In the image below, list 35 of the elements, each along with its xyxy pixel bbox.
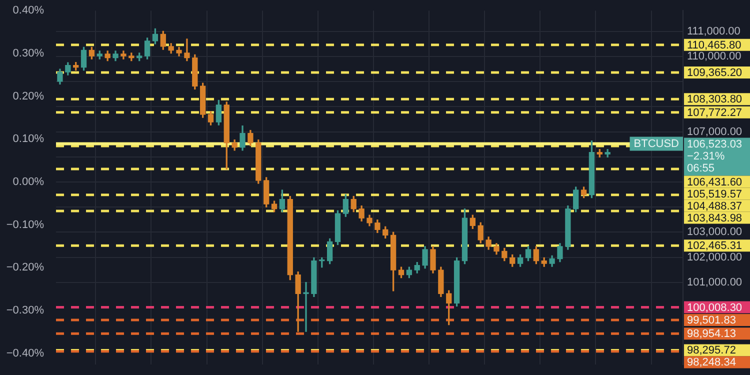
y2-tick-label: 0.30%	[12, 47, 44, 60]
ref-line-label: 98,248.34	[687, 356, 736, 369]
ref-line-label: 106,431.60	[687, 176, 742, 188]
y2-tick-label: 0.20%	[12, 90, 44, 102]
y-tick-label: 110,000.00	[687, 50, 742, 63]
ref-line-label: 105,519.57	[687, 188, 742, 200]
y2-tick-label: 0.00%	[12, 176, 44, 188]
ref-line-label: 98,295.72	[687, 344, 736, 357]
y-tick-label: 101,000.00	[687, 276, 742, 288]
y-tick-label: 107,000.00	[687, 126, 742, 138]
y-tick-label: 111,000.00	[687, 25, 740, 38]
y2-tick-label: −0.20%	[6, 262, 44, 274]
ref-line-label: 107,772.27	[687, 106, 742, 119]
candlestick	[303, 282, 309, 332]
y2-tick-label: −0.30%	[6, 304, 44, 316]
y2-tick-label: 0.40%	[12, 4, 44, 17]
ref-line-label: 98,954.13	[687, 328, 736, 340]
ref-line-label: 108,303.80	[687, 94, 742, 106]
y-tick-label: 103,000.00	[687, 226, 742, 238]
ref-line-label: 100,008.30	[687, 302, 742, 314]
ref-line-label: 102,465.31	[687, 240, 742, 252]
ref-line-label: BTCUSD	[634, 138, 680, 150]
candlestick	[184, 38, 190, 62]
ref-line-label: 99,501.83	[687, 314, 736, 326]
ref-line-label: 104,488.37	[687, 200, 742, 212]
ref-line-label: 110,465.80	[687, 39, 742, 52]
y2-tick-label: −0.40%	[6, 347, 44, 360]
text: 06:55	[687, 162, 715, 174]
ref-line-label: 103,843.98	[687, 212, 742, 224]
text: −2.31%	[687, 150, 725, 162]
y2-tick-label: −0.10%	[6, 218, 44, 231]
y-tick-label: 102,000.00	[687, 251, 742, 264]
ref-line-label: 109,365.20	[687, 66, 742, 79]
text: 106,523.03	[687, 138, 742, 150]
y2-tick-label: 0.10%	[12, 133, 44, 146]
